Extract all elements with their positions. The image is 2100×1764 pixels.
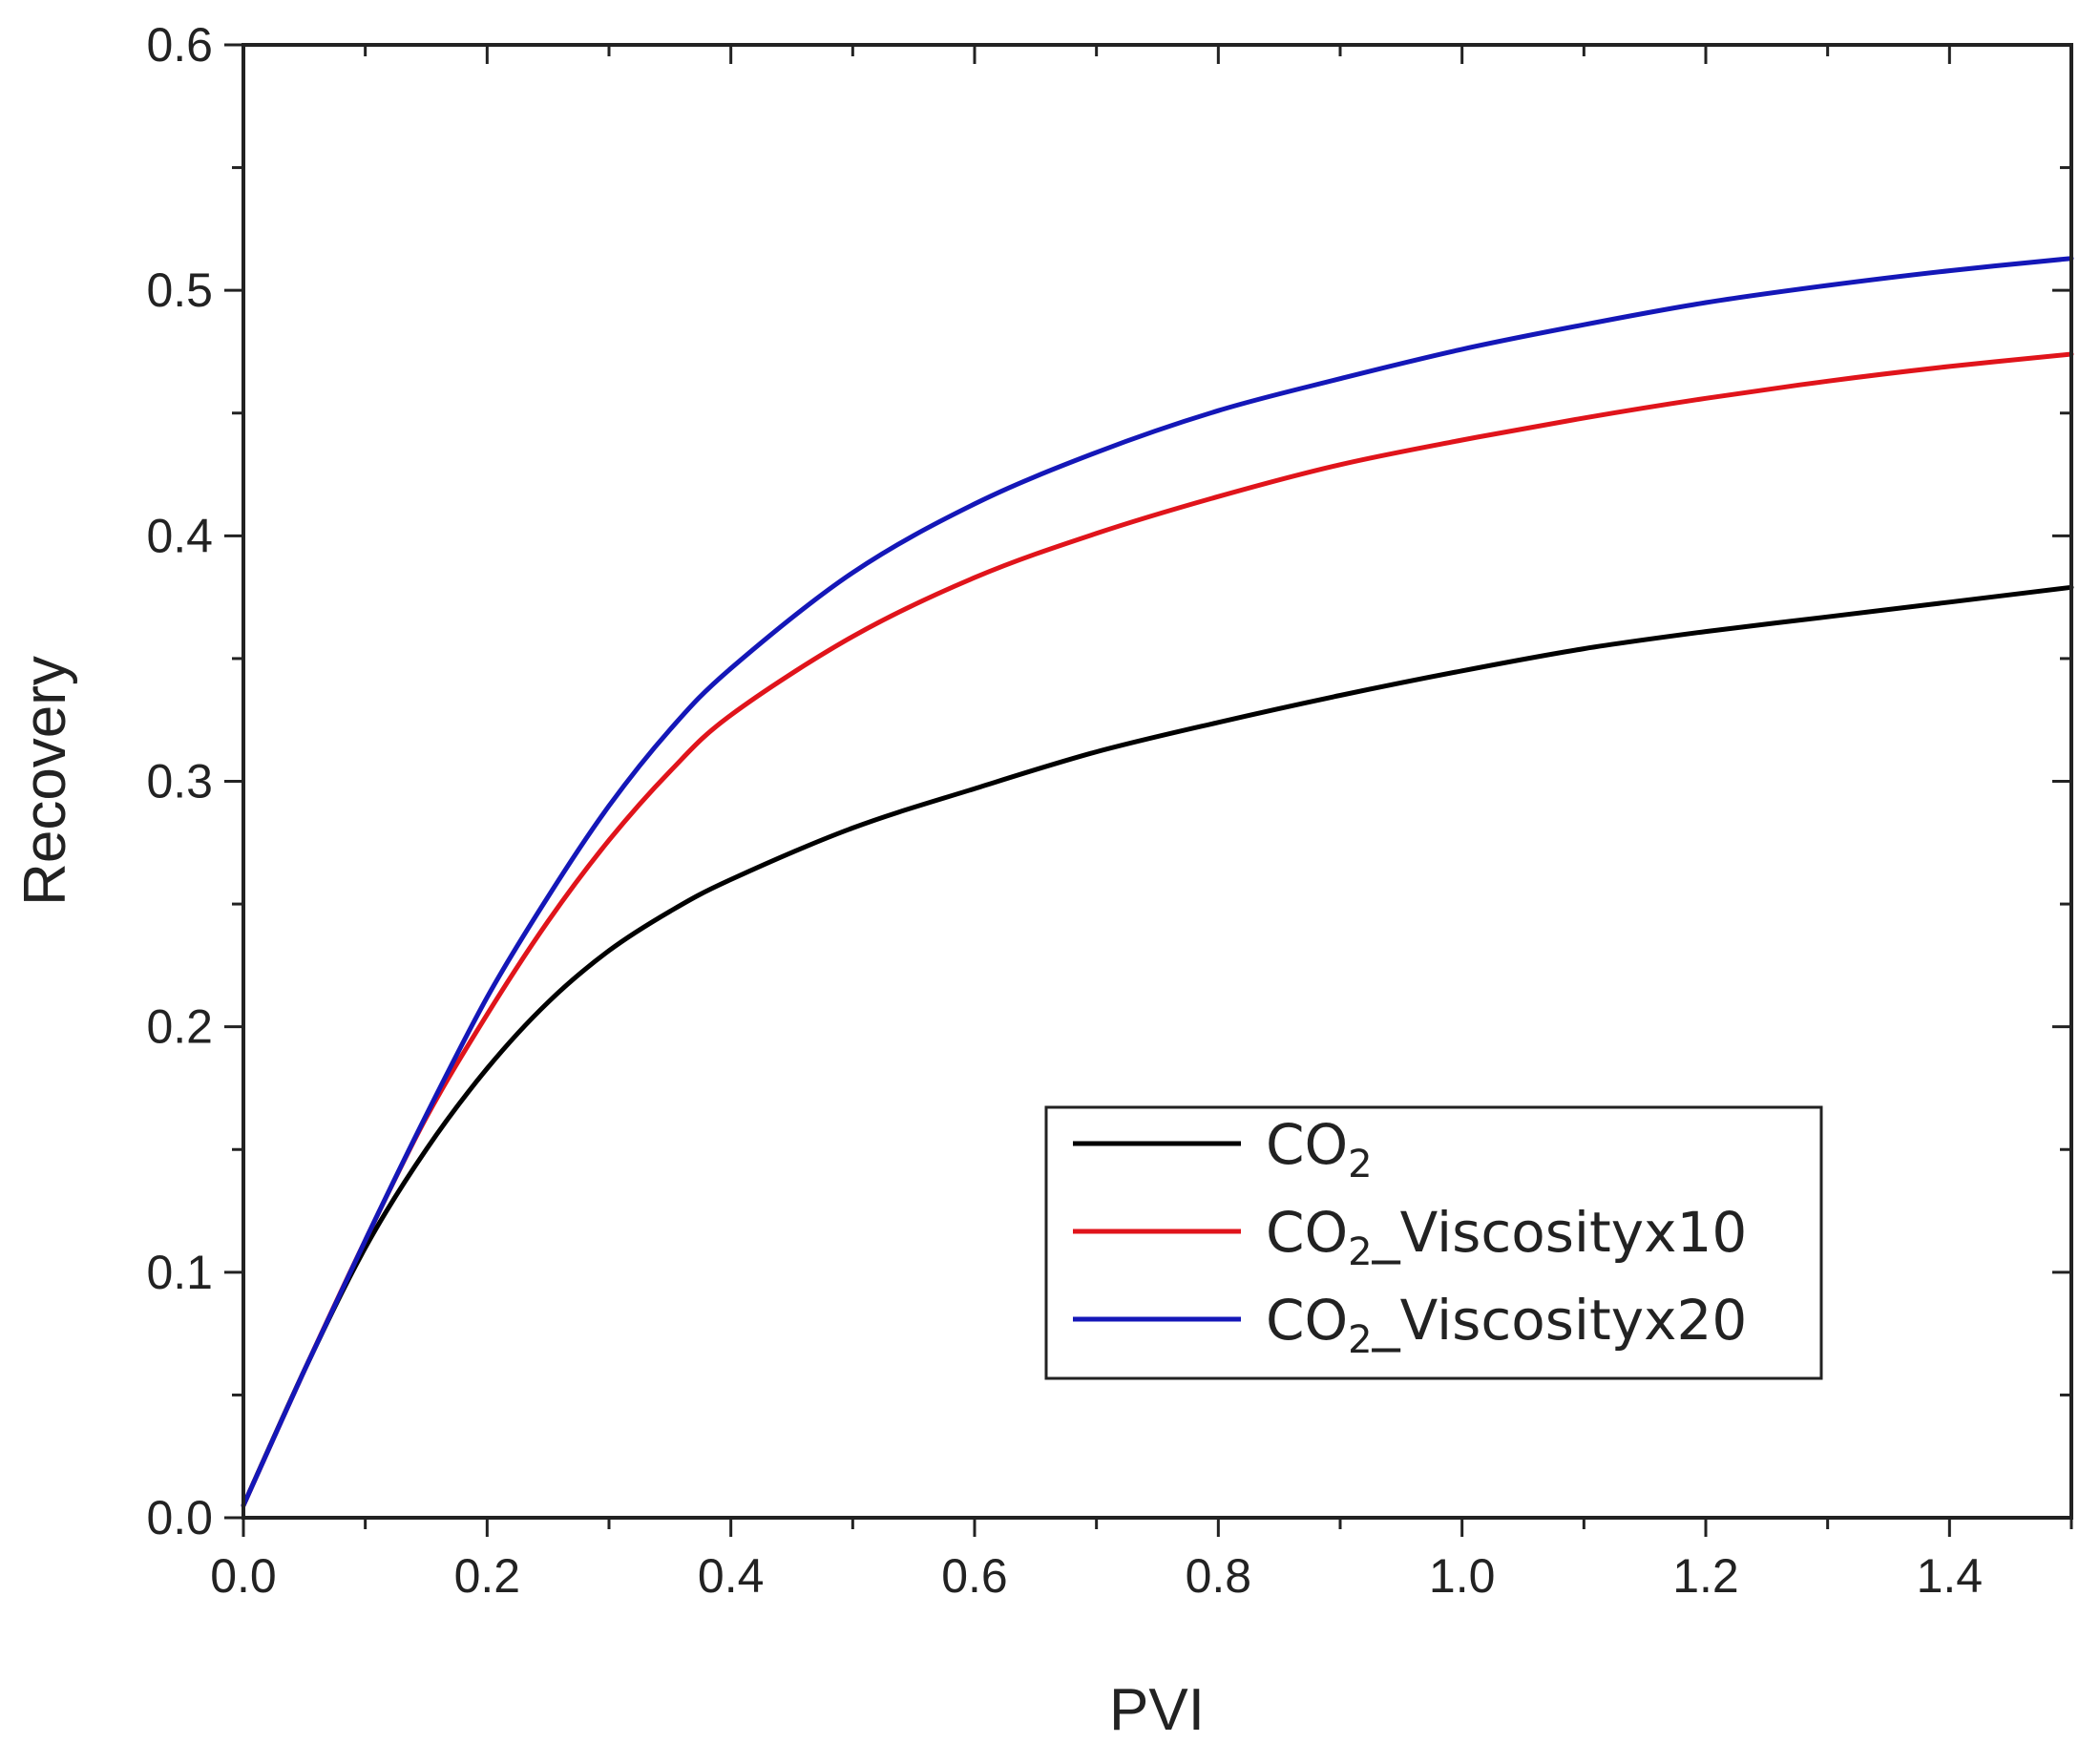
legend-entries: CO2 CO2_Viscosityx10 CO2_Viscosityx20	[1073, 1112, 1747, 1362]
x-tick-label: 0.4	[698, 1549, 765, 1603]
x-tick-label: 1.2	[1672, 1549, 1739, 1603]
legend: CO2 CO2_Viscosityx10 CO2_Viscosityx20	[1044, 1105, 1823, 1380]
x-tick-label: 0.8	[1186, 1549, 1252, 1603]
legend-label: CO2_Viscosityx10	[1266, 1200, 1747, 1274]
y-tick-label: 0.5	[146, 263, 213, 317]
y-tick-label: 0.1	[146, 1246, 213, 1299]
y-tick-label: 0.6	[146, 18, 213, 72]
series-layer	[241, 256, 2074, 1508]
x-tick-label: 0.6	[941, 1549, 1008, 1603]
plot-frame	[242, 43, 2073, 1520]
y-axis-title: Recovery	[12, 656, 78, 906]
y-tick-label: 0.0	[146, 1491, 213, 1544]
y-tick-label: 0.3	[146, 755, 213, 808]
y-tick-label: 0.2	[146, 1000, 213, 1054]
series-line-co2-legend	[241, 584, 2074, 1508]
tick-labels-layer: 0.0 0.2 0.4 0.6 0.8 1.0 1.2 1.4 0.0 0.1 0.2 0.3 0.4 0…	[146, 18, 1983, 1603]
x-axis-title: PVI	[1109, 1677, 1205, 1743]
x-tick-label: 0.0	[210, 1549, 277, 1603]
x-tick-label: 0.2	[454, 1549, 521, 1603]
legend-label: CO2	[1266, 1112, 1373, 1186]
legend-box	[1044, 1105, 1823, 1380]
x-tick-label: 1.0	[1429, 1549, 1496, 1603]
y-tick-label: 0.4	[146, 509, 213, 562]
legend-label: CO2_Viscosityx20	[1266, 1288, 1747, 1362]
x-tick-label: 1.4	[1917, 1549, 1984, 1603]
series-line-co2-viscosityx20	[241, 256, 2074, 1508]
